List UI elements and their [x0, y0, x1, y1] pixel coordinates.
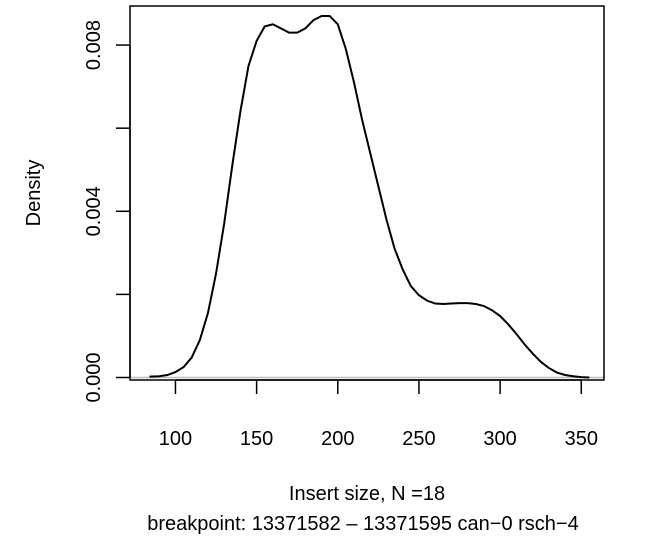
y-axis: 0.000 0.004 0.008: [83, 20, 131, 403]
x-axis-sublabel: breakpoint: 13371582 – 13371595 can−0 rs…: [147, 513, 578, 535]
x-axis: 100 150 200 250 300 350: [159, 379, 598, 450]
plot-box: [129, 5, 605, 381]
x-tick-label: 300: [483, 428, 516, 450]
x-axis-label: Insert size, N =18: [289, 483, 445, 505]
x-tick-label: 200: [321, 428, 354, 450]
x-tick-label: 100: [159, 428, 192, 450]
x-tick-label: 350: [565, 428, 598, 450]
x-tick-label: 250: [402, 428, 435, 450]
density-curve: [149, 14, 590, 379]
x-tick-label: 150: [240, 428, 273, 450]
y-tick-label: 0.000: [83, 352, 105, 402]
y-tick-label: 0.008: [83, 20, 105, 70]
y-axis-label: Density: [23, 160, 45, 227]
y-tick-label: 0.004: [83, 186, 105, 236]
